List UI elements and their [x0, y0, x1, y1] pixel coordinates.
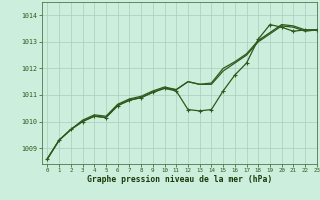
X-axis label: Graphe pression niveau de la mer (hPa): Graphe pression niveau de la mer (hPa): [87, 175, 272, 184]
